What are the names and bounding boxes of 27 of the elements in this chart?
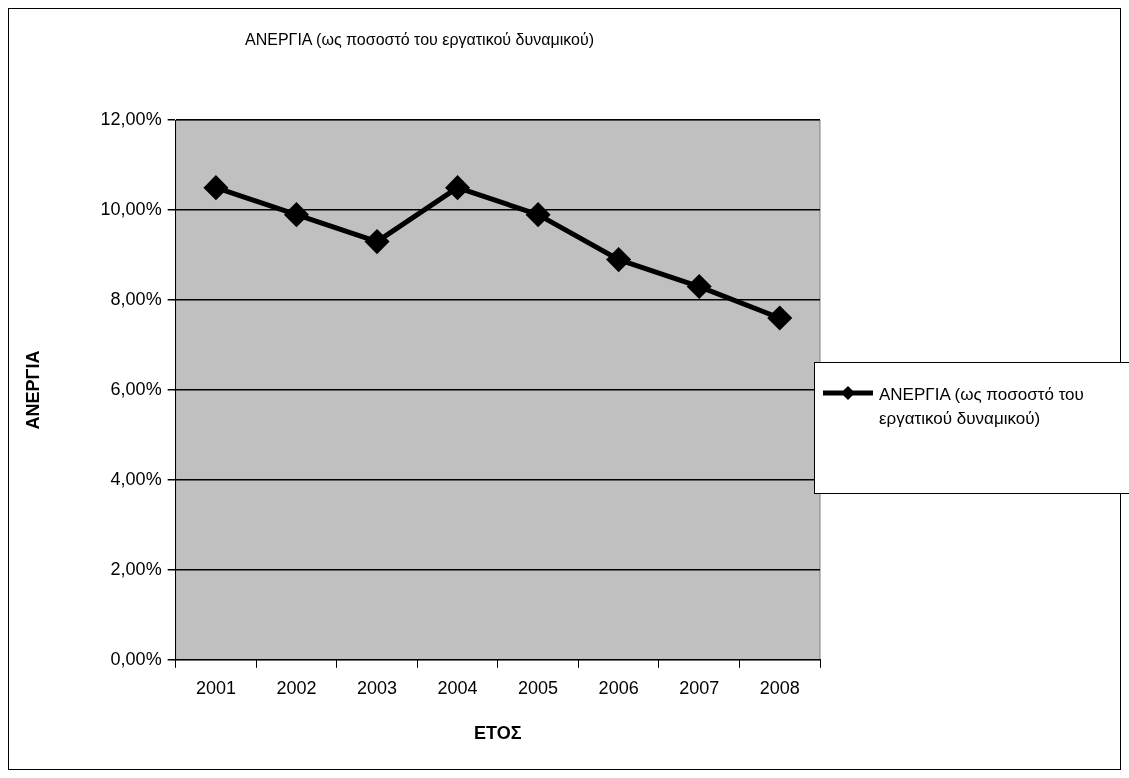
point: [204, 176, 228, 200]
legend-label: ΑΝΕΡΓΙΑ (ως ποσοστό του εργατικού δυναμικού): [879, 384, 1085, 430]
x-tick-label: 2002: [276, 677, 317, 698]
y-tick-label: 2,00%: [110, 558, 162, 579]
x-tick-label: 2007: [679, 677, 720, 698]
x-tick-label: 2008: [759, 677, 800, 698]
point: [526, 203, 550, 227]
x-tick-label: 2001: [195, 677, 236, 698]
y-tick-label: 6,00%: [110, 378, 162, 399]
x-tick-label: 2003: [356, 677, 398, 698]
point: [607, 248, 631, 272]
chart-title: ΑΝΕΡΓΙΑ (ως ποσοστό του εργατικού δυναμικού): [245, 31, 594, 49]
x-axis-title: ΕΤΟΣ: [474, 723, 522, 744]
point: [446, 176, 470, 200]
y-axis-title: ΑΝΕΡΓΙΑ: [22, 350, 43, 430]
y-tick-label: 10,00%: [100, 199, 162, 220]
point: [284, 203, 308, 227]
y-tick-label: 12,00%: [100, 109, 162, 130]
y-tick-label: 4,00%: [110, 468, 162, 489]
y-tick-label: 0,00%: [110, 648, 162, 669]
point: [687, 275, 711, 299]
x-tick-label: 2004: [437, 677, 478, 698]
x-tick-label: 2005: [518, 677, 559, 698]
point: [365, 230, 389, 254]
point: [768, 306, 792, 330]
x-tick-label: 2006: [598, 677, 639, 698]
y-tick-label: 8,00%: [110, 289, 162, 310]
